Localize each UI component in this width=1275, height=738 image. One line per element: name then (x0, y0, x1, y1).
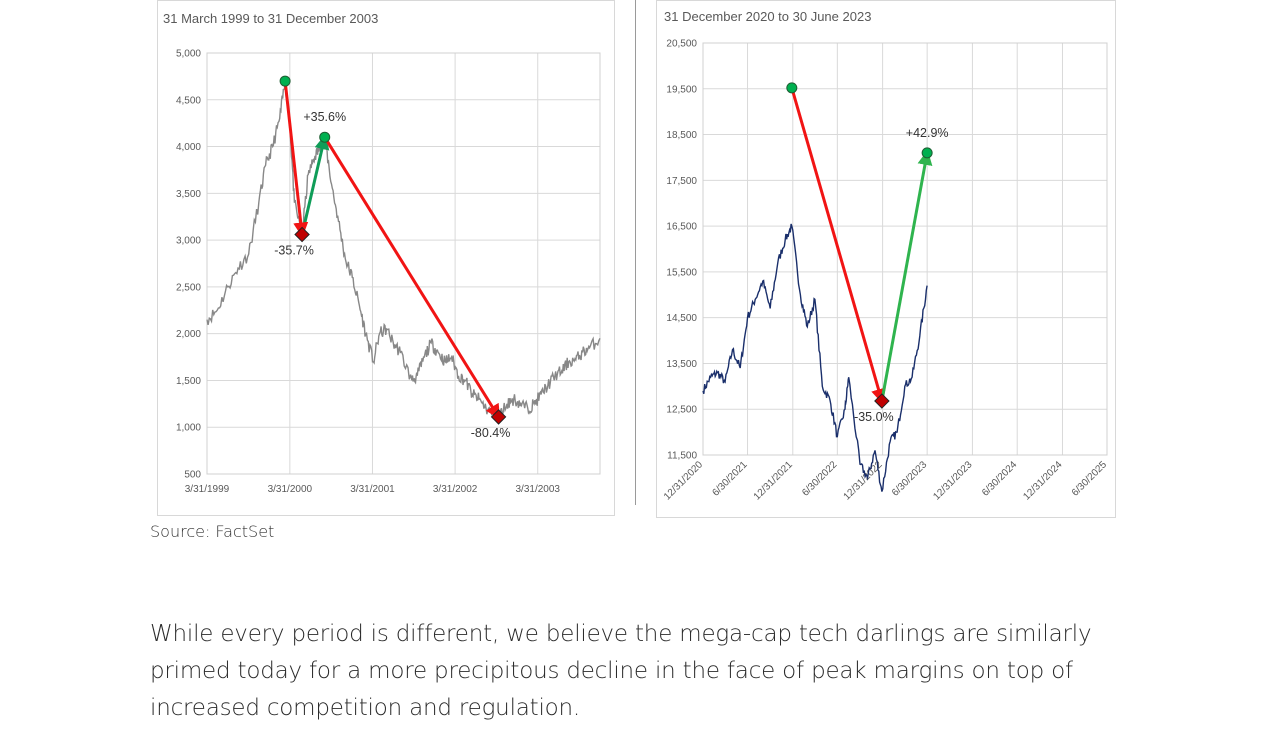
annotation-label: -35.0% (854, 410, 894, 424)
y-tick-label: 13,500 (666, 359, 697, 370)
chart-dotcom-1999-2003: 31 March 1999 to 31 December 2003 5,000 4… (157, 0, 615, 516)
chart2-series-line (702, 223, 928, 492)
y-tick-label: 19,500 (666, 84, 697, 95)
annotation-arrow (300, 134, 330, 235)
x-tick-label: 3/31/2002 (433, 484, 478, 495)
x-tick-label: 3/31/2003 (515, 484, 560, 495)
trough-marker (490, 409, 507, 425)
x-tick-label: 3/31/1999 (185, 484, 230, 495)
annotation-label: +42.9% (906, 126, 949, 140)
y-tick-label: 500 (184, 470, 201, 481)
peak-marker (921, 147, 933, 159)
annotation-label: +35.6% (303, 110, 346, 124)
y-tick-label: 3,000 (176, 236, 201, 247)
chart-tech-2020-2023: 31 December 2020 to 30 June 2023 20,500 1… (656, 0, 1116, 518)
y-tick-label: 20,500 (666, 39, 697, 50)
annotation-arrow (323, 136, 501, 420)
y-tick-label: 16,500 (666, 222, 697, 233)
chart1-title: 31 March 1999 to 31 December 2003 (163, 11, 378, 26)
y-tick-label: 15,500 (666, 267, 697, 278)
y-tick-label: 3,500 (176, 189, 201, 200)
y-tick-label: 12,500 (666, 405, 697, 416)
y-tick-label: 5,000 (176, 49, 201, 60)
y-tick-label: 17,500 (666, 176, 697, 187)
body-paragraph: While every period is different, we beli… (150, 621, 1092, 721)
y-tick-label: 1,500 (176, 376, 201, 387)
peak-marker (319, 131, 331, 143)
y-tick-label: 4,000 (176, 142, 201, 153)
y-tick-label: 2,000 (176, 329, 201, 340)
annotation-arrow (880, 149, 933, 402)
annotation-label: -80.4% (471, 426, 511, 440)
source-note: Source: FactSet (150, 522, 275, 541)
trough-marker (874, 393, 890, 409)
y-tick-label: 18,500 (666, 130, 697, 141)
peak-marker (786, 82, 798, 94)
y-tick-label: 4,500 (176, 95, 201, 106)
x-tick-label: 3/31/2000 (268, 484, 313, 495)
annotation-label: -35.7% (274, 243, 314, 257)
annotation-arrow (283, 80, 309, 238)
trough-marker (294, 226, 310, 243)
x-tick-label: 3/31/2001 (350, 484, 395, 495)
y-tick-label: 11,500 (667, 451, 697, 462)
y-tick-label: 2,500 (176, 282, 201, 293)
chart2-title: 31 December 2020 to 30 June 2023 (664, 9, 871, 24)
y-tick-label: 1,000 (176, 423, 201, 434)
peak-marker (279, 75, 291, 87)
chart-divider (635, 0, 636, 505)
annotation-arrow (790, 87, 886, 404)
y-tick-label: 14,500 (666, 313, 697, 324)
